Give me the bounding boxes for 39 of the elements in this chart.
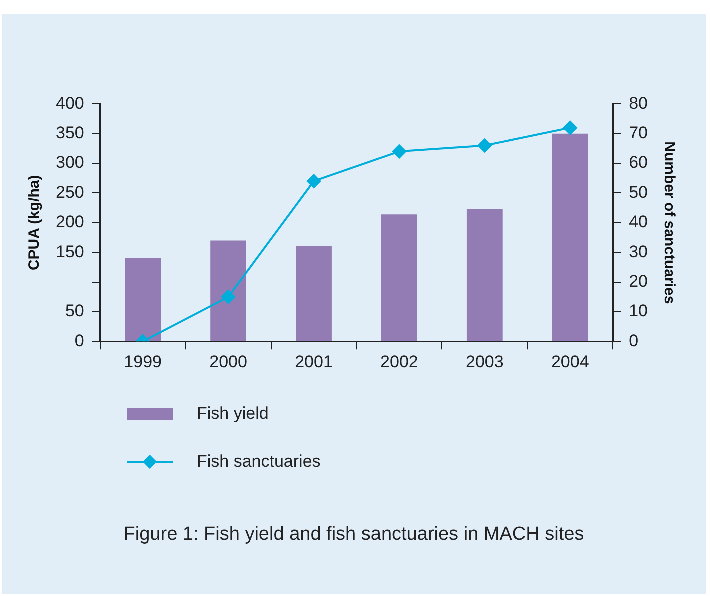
y-tick-label: 200 [56, 212, 84, 232]
y2-tick-label: 80 [629, 94, 648, 113]
x-tick-label: 2003 [466, 352, 504, 372]
y-tick-label: 300 [56, 153, 84, 172]
bar [382, 214, 418, 342]
bar [552, 134, 588, 342]
y2-tick-label: 30 [629, 242, 648, 262]
y2-tick-label: 60 [629, 153, 648, 172]
x-tick-label: 2000 [210, 352, 248, 372]
y-axis-title: CPUA (kg/ha) [26, 175, 44, 271]
point [307, 174, 321, 188]
x-tick-label: 1999 [124, 352, 162, 372]
y2-tick-label: 0 [629, 331, 639, 350]
x-tick-label: 2004 [551, 352, 590, 372]
y2-axis-title: Number of sanctuaries [660, 142, 678, 304]
x-tick-label: 2002 [380, 352, 418, 372]
y2-tick-label: 50 [629, 182, 648, 202]
caption: Figure 1: Fish yield and fish sanctuaries in MACH sites [122, 524, 586, 546]
bar [125, 258, 162, 342]
y2-tick-label: 10 [629, 302, 648, 321]
y-tick-label: 50 [65, 302, 84, 321]
y-tick-label: 250 [56, 182, 84, 202]
y-tick-label: 350 [56, 124, 84, 143]
bar [210, 240, 246, 342]
bar [296, 246, 332, 342]
legend-label: Fish sanctuaries [197, 452, 321, 472]
y-tick-label: 0 [74, 331, 84, 350]
y2-tick-label: 40 [629, 212, 648, 232]
x-tick-label: 2001 [295, 352, 333, 372]
point [222, 290, 236, 304]
point [478, 138, 492, 153]
point [392, 144, 406, 159]
y-tick-label: 150 [56, 242, 84, 262]
y2-tick-label: 20 [629, 272, 648, 291]
bar [466, 209, 503, 342]
y-tick-label: 400 [56, 94, 84, 113]
point [563, 120, 578, 135]
y2-tick-label: 70 [629, 124, 648, 143]
legend-label: Fish yield [197, 404, 269, 424]
